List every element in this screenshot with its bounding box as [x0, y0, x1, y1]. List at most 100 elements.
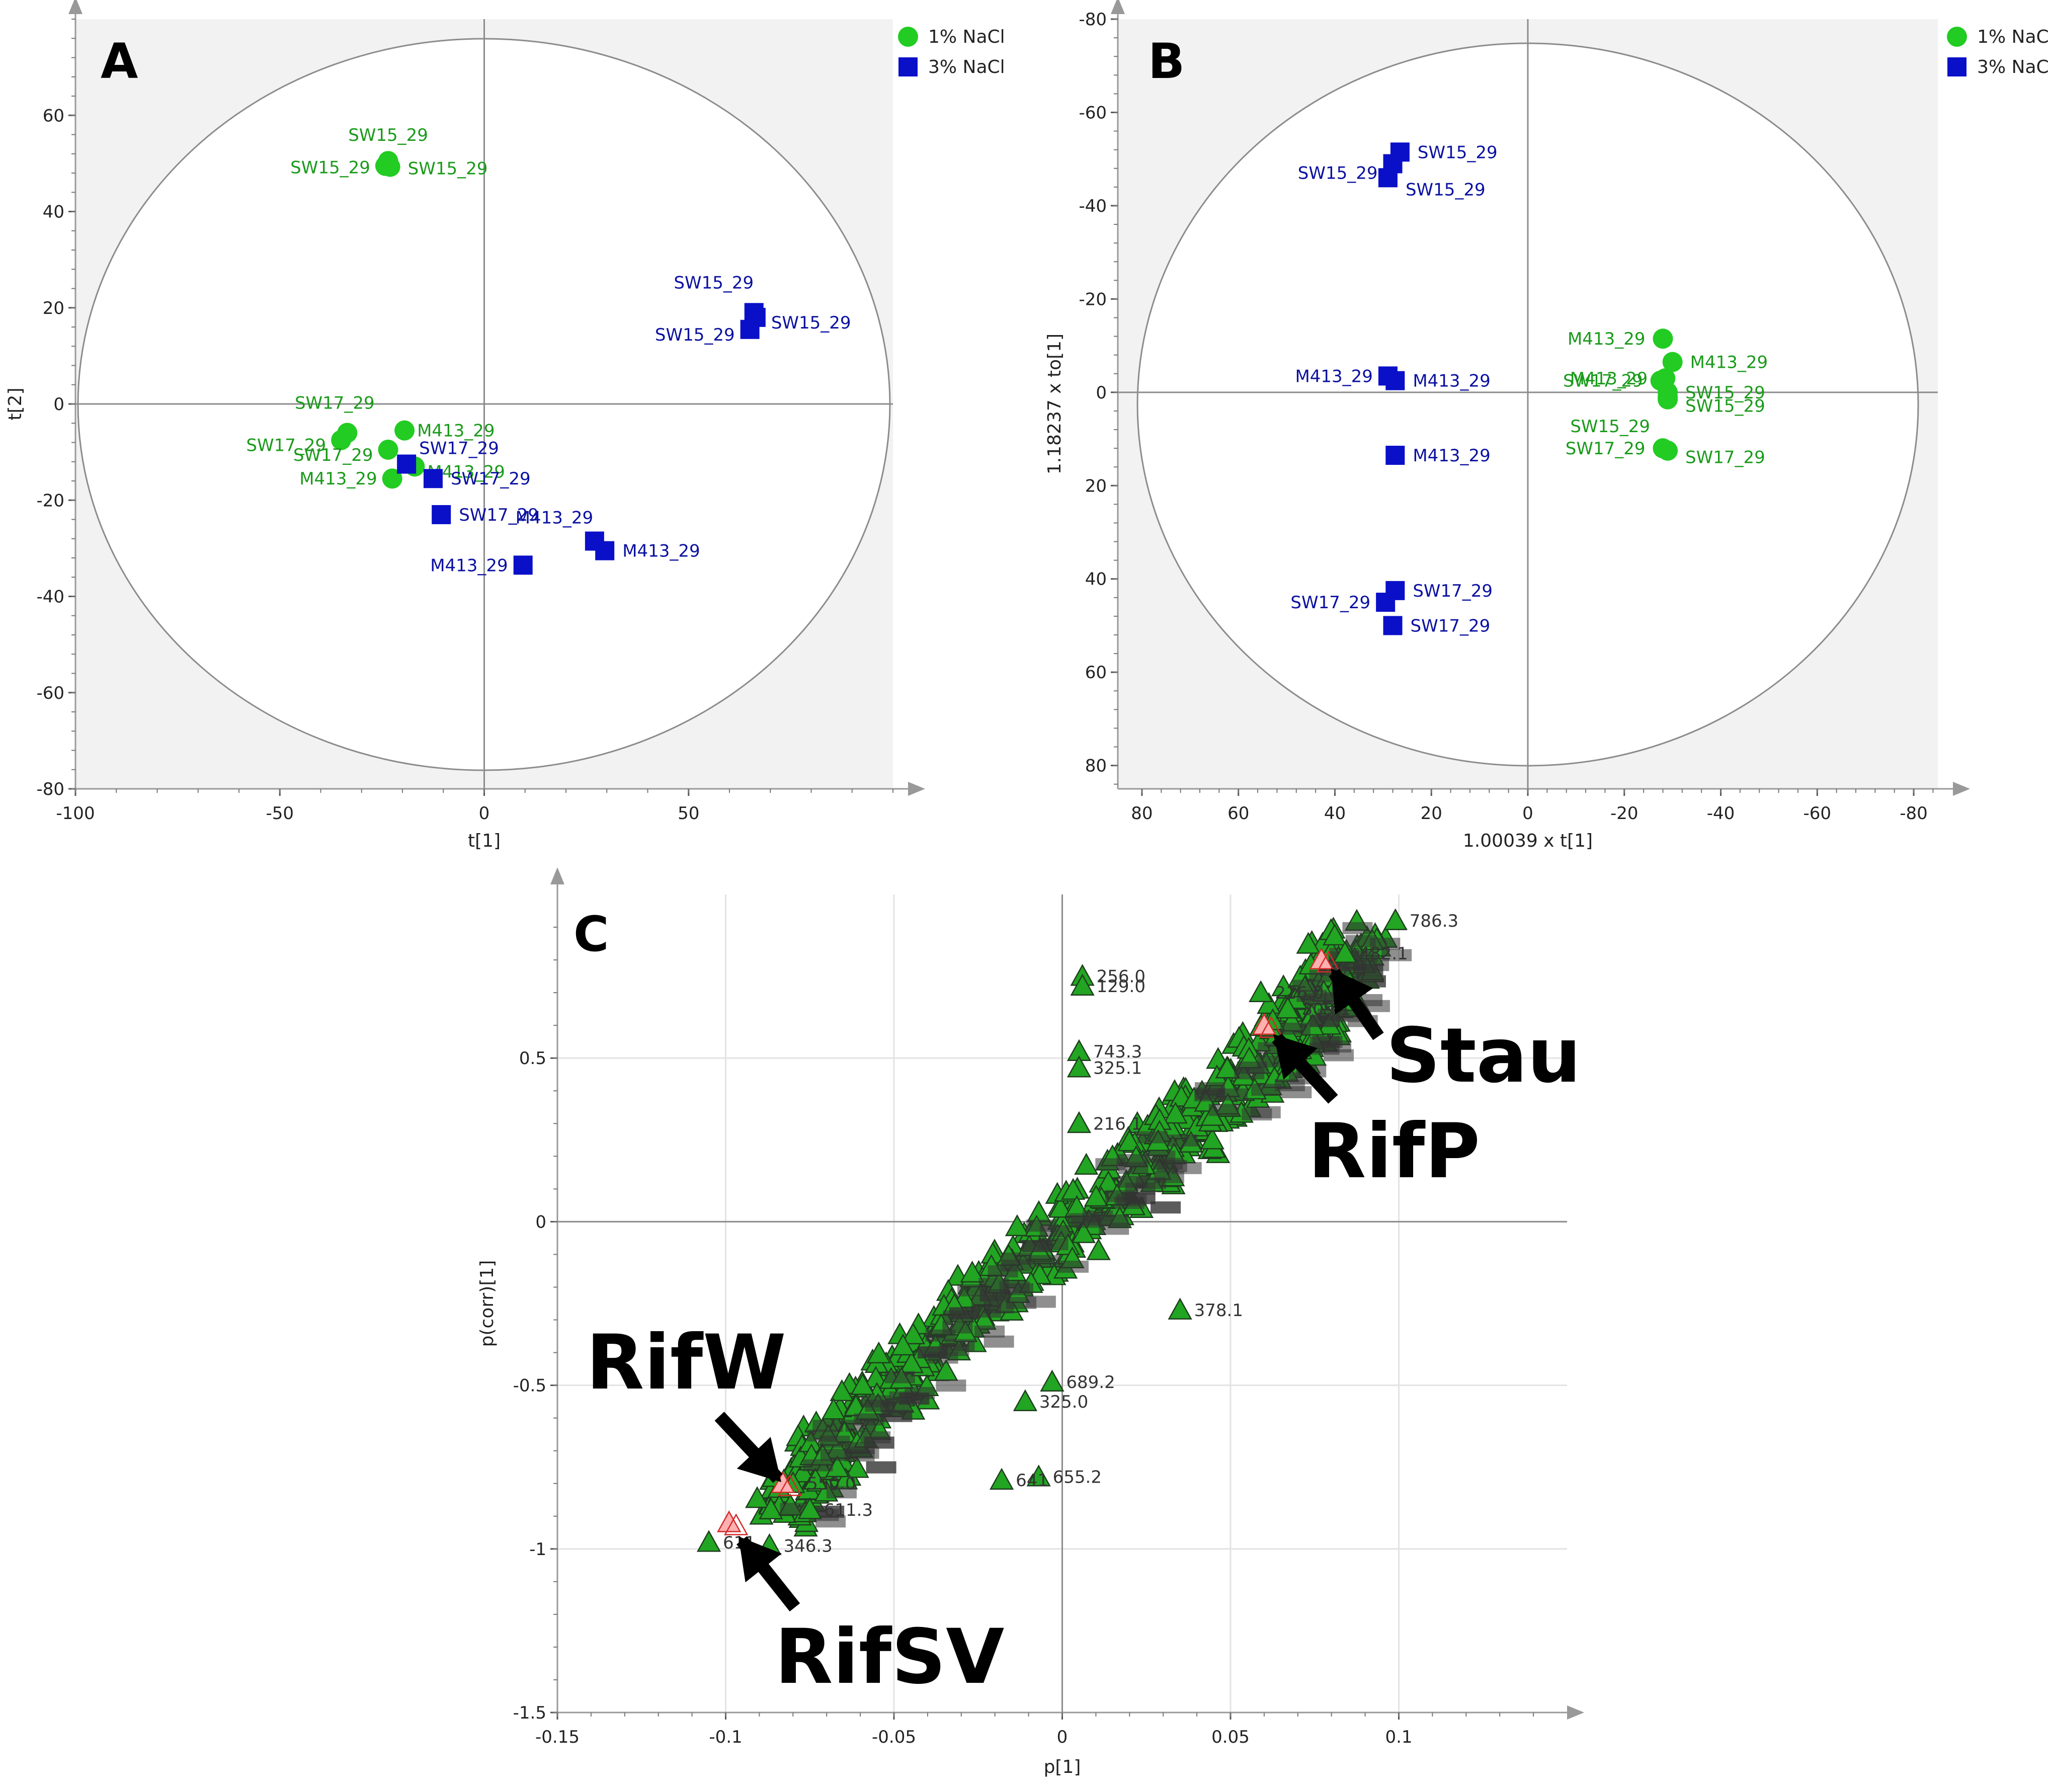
- loading-label-clutter: [1167, 1134, 1198, 1147]
- loading-marker: [1071, 1221, 1096, 1243]
- data-point-circle: [394, 420, 415, 441]
- y-tick-label: -0.5: [513, 1376, 546, 1396]
- y-tick-label: 40: [1085, 569, 1107, 590]
- y-tick-label: 0: [535, 1212, 546, 1232]
- x-axis-label: p[1]: [1044, 1757, 1081, 1777]
- x-tick-label: -20: [1610, 803, 1639, 824]
- point-label: SW15_29: [290, 158, 370, 178]
- point-label: SW17_29: [459, 505, 539, 525]
- x-tick-label: 80: [1131, 803, 1153, 824]
- x-axis-arrow: [1953, 782, 1970, 796]
- loading-label-clutter: [1157, 1160, 1187, 1172]
- data-point-circle: [1662, 352, 1683, 372]
- data-point-square: [1376, 593, 1396, 612]
- loading-label-clutter: [1137, 1131, 1168, 1144]
- loading-label-clutter: [1381, 949, 1412, 961]
- loading-label: 346.3: [783, 1536, 832, 1556]
- loading-marker: [1215, 1056, 1240, 1079]
- labeled-loading-marker: [696, 1530, 721, 1552]
- loading-label-clutter: [884, 1371, 915, 1383]
- loading-marker: [830, 1379, 854, 1402]
- data-point-square: [432, 505, 451, 524]
- loading-label-clutter: [1296, 990, 1327, 1002]
- loading-label-clutter: [988, 1265, 1018, 1278]
- y-tick-label: -80: [1079, 10, 1107, 30]
- loading-marker: [1048, 1196, 1073, 1218]
- loading-label-clutter: [1006, 1296, 1037, 1309]
- loading-label-clutter: [1280, 1022, 1310, 1035]
- data-point-square: [1378, 168, 1398, 188]
- loading-label: 550.0: [807, 1474, 856, 1494]
- y-tick-label: 80: [1085, 756, 1107, 776]
- loading-label: 325.0: [1039, 1392, 1088, 1412]
- highlight-marker-rifw: [771, 1471, 795, 1493]
- loading-marker: [890, 1333, 916, 1356]
- loading-marker: [850, 1373, 875, 1395]
- x-tick-label: 50: [678, 803, 699, 824]
- loading-label-clutter: [1242, 1108, 1272, 1121]
- point-label: M413_29: [516, 508, 594, 528]
- loading-marker: [1163, 1101, 1188, 1124]
- x-axis-arrow: [1567, 1705, 1584, 1720]
- loading-label: 655.2: [1053, 1468, 1102, 1488]
- point-label: SW17_29: [293, 445, 373, 465]
- loading-label-clutter: [943, 1310, 973, 1323]
- x-tick-label: 40: [1324, 803, 1346, 824]
- point-label: SW17_29: [419, 439, 499, 459]
- loading-label-clutter: [1125, 1192, 1156, 1204]
- loading-label-clutter: [880, 1400, 911, 1413]
- labeled-loading-marker: [1013, 1389, 1038, 1411]
- loading-marker: [1296, 932, 1321, 954]
- loading-marker: [1005, 1214, 1030, 1237]
- legend-label: 3% NaCl: [928, 57, 1005, 77]
- panel-c-chart: -0.15 -0.1 -0.05 0 0.05 0.1 0.5 0 -0.5 -1 -1.5 p[1]…: [477, 867, 1584, 1777]
- point-label: SW17_29: [1566, 439, 1646, 459]
- point-label: SW15_29: [1570, 417, 1650, 437]
- loading-label: 256.0: [1097, 967, 1145, 987]
- loading-label-clutter: [812, 1420, 843, 1432]
- x-tick-label: 0.1: [1385, 1727, 1412, 1747]
- loading-label-clutter: [1208, 1104, 1239, 1116]
- loading-marker: [1026, 1200, 1051, 1223]
- x-tick-label: 0: [479, 803, 490, 824]
- loading-label-clutter: [1342, 922, 1373, 934]
- panel-letter: A: [101, 33, 138, 90]
- labeled-loading-marker: [989, 1468, 1014, 1490]
- loading-label-clutter: [1217, 1088, 1248, 1101]
- point-label: SW15_29: [1418, 142, 1498, 162]
- legend-marker-square: [898, 57, 918, 76]
- labeled-loading-marker: [1026, 1464, 1051, 1487]
- x-tick-label: -0.1: [709, 1727, 742, 1747]
- data-point-circle: [1658, 389, 1678, 410]
- loading-marker: [1117, 1129, 1142, 1152]
- loading-label-clutter: [917, 1346, 948, 1359]
- y-axis-label: t[2]: [5, 387, 26, 420]
- highlight-marker-outline: [1316, 950, 1341, 972]
- point-label: SW15_29: [1406, 180, 1486, 200]
- loading-marker: [803, 1468, 828, 1490]
- arrow-rifsv-head: [738, 1536, 782, 1583]
- point-label: SW17_29: [295, 393, 375, 413]
- point-label: SW15_29: [771, 313, 851, 333]
- point-label: SW17_29: [1411, 616, 1491, 636]
- labeled-loading-marker: [1275, 997, 1300, 1019]
- loading-label-clutter: [1345, 935, 1376, 947]
- y-tick-label: -80: [36, 779, 64, 799]
- point-label: SW15_29: [655, 325, 735, 345]
- point-label: SW17_29: [246, 436, 326, 456]
- loading-label-clutter: [1058, 1260, 1089, 1273]
- loading-label-clutter: [1030, 1255, 1060, 1267]
- labeled-loading-marker: [1070, 973, 1095, 996]
- x-tick-label: 0.05: [1211, 1727, 1250, 1747]
- loading-marker: [1084, 1184, 1108, 1207]
- labeled-loading-marker: [1383, 908, 1408, 930]
- point-label: SW15_29: [1685, 396, 1765, 417]
- point-label: M413_29: [1570, 369, 1648, 389]
- loading-label: 325.1: [1093, 1058, 1142, 1079]
- x-tick-label: 0: [1522, 803, 1533, 824]
- loading-label-clutter: [1321, 1040, 1352, 1053]
- loading-label-clutter: [1318, 1008, 1348, 1021]
- loading-marker: [866, 1341, 891, 1363]
- panel-b-chart: 80 60 40 20 0 -20 -40 -60 -80 -80 -60 -40 -20 0 20 40 60…: [1044, 0, 2048, 851]
